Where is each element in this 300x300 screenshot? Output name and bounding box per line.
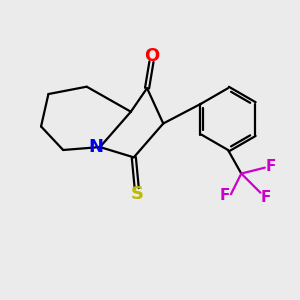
Text: O: O — [144, 47, 159, 65]
Text: F: F — [219, 188, 230, 203]
Text: S: S — [130, 184, 143, 202]
Text: N: N — [88, 138, 103, 156]
Text: F: F — [261, 190, 272, 205]
Text: F: F — [266, 159, 277, 174]
